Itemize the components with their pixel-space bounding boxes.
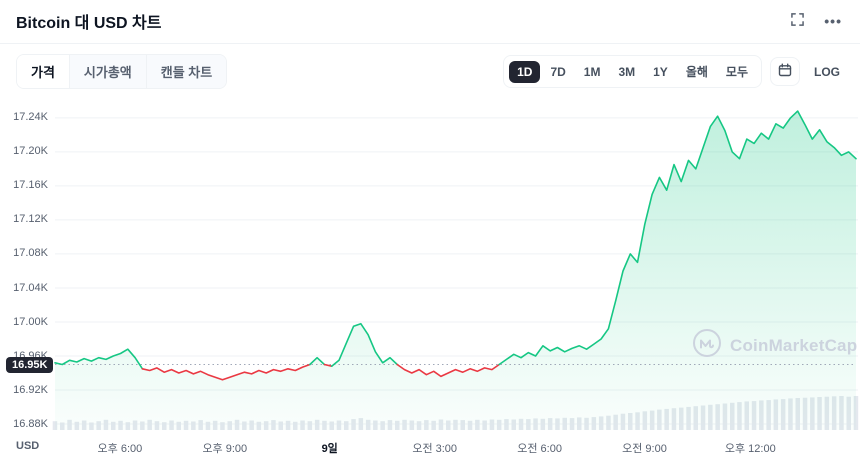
chart-area[interactable]: CoinMarketCap 17.24K 17.20K 17.16K 17.12K 17… xyxy=(0,95,860,457)
y-axis-tick: 16.88K xyxy=(13,417,48,430)
more-dots-icon: ••• xyxy=(824,13,842,29)
price-line-segment xyxy=(498,110,857,366)
fullscreen-icon xyxy=(791,13,805,29)
range-button-1M[interactable]: 1M xyxy=(576,61,609,83)
view-tab-group: 가격 시가총액 캔들 차트 xyxy=(16,54,228,89)
range-controls: 1D 7D 1M 3M 1Y 올해 모두 LOG xyxy=(503,55,846,88)
view-tab-0[interactable]: 가격 xyxy=(17,55,70,88)
current-price-badge: 16.95K xyxy=(6,356,54,373)
x-axis-tick: 9일 xyxy=(321,443,338,455)
x-axis-tick: 오전 3:00 xyxy=(412,443,458,455)
x-axis-tick: 오전 9:00 xyxy=(622,443,667,455)
range-button-1D[interactable]: 1D xyxy=(509,60,541,83)
price-line-segment xyxy=(396,363,500,378)
y-axis-tick: 17.12K xyxy=(13,213,48,226)
x-axis-tick: 오후 12:00 xyxy=(724,443,776,455)
chart-toolbar: 가격 시가총액 캔들 차트 1D 7D 1M 3M 1Y 올해 모두 LOG xyxy=(0,44,860,95)
x-axis-tick: 오후 6:00 xyxy=(97,443,143,455)
range-button-group: 1D 7D 1M 3M 1Y 올해 모두 xyxy=(503,55,762,88)
price-line-segment xyxy=(309,356,326,366)
price-line-segment xyxy=(330,322,398,367)
price-line-segment xyxy=(54,348,144,370)
chart-header: Bitcoin 대 USD 차트 ••• xyxy=(0,0,860,43)
unit-label: USD xyxy=(16,440,40,452)
range-button-3M[interactable]: 3M xyxy=(610,61,643,83)
y-axis-tick: 16.92K xyxy=(13,383,48,396)
y-axis-tick: 17.04K xyxy=(13,281,48,294)
more-menu-button[interactable]: ••• xyxy=(824,14,842,28)
fullscreen-button[interactable] xyxy=(791,13,805,29)
x-axis-tick: 오전 6:00 xyxy=(517,443,562,455)
log-scale-button[interactable]: LOG xyxy=(808,61,846,83)
range-button-1Y[interactable]: 1Y xyxy=(645,61,676,83)
price-area-fill xyxy=(55,111,856,430)
range-button-올해[interactable]: 올해 xyxy=(678,59,716,84)
calendar-icon xyxy=(778,63,792,80)
page-title: Bitcoin 대 USD 차트 xyxy=(16,15,162,32)
header-icons: ••• xyxy=(791,13,842,29)
view-tab-1[interactable]: 시가총액 xyxy=(69,55,147,88)
calendar-button[interactable] xyxy=(770,57,800,86)
y-axis-tick: 17.24K xyxy=(13,111,48,124)
header-divider xyxy=(0,43,860,44)
y-axis-tick: 17.08K xyxy=(13,247,48,260)
x-axis-tick: 오후 9:00 xyxy=(202,443,248,455)
range-button-7D[interactable]: 7D xyxy=(542,61,573,83)
view-tab-2[interactable]: 캔들 차트 xyxy=(146,55,227,88)
y-axis-tick: 17.20K xyxy=(13,145,48,158)
y-axis-tick: 17.00K xyxy=(13,315,48,328)
price-line-segment xyxy=(141,363,311,381)
price-line-segment xyxy=(323,363,333,367)
range-button-모두[interactable]: 모두 xyxy=(718,59,756,84)
y-axis-tick: 17.16K xyxy=(13,179,48,192)
